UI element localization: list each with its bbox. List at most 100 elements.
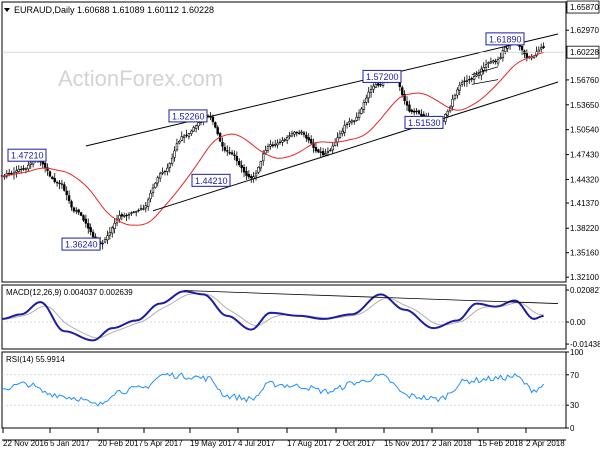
candle-body xyxy=(290,133,294,137)
candle-body xyxy=(139,208,143,210)
candle-body xyxy=(501,50,505,59)
candle-body xyxy=(259,161,263,169)
candle-body xyxy=(542,46,545,48)
candle-body xyxy=(77,209,80,213)
candle-body xyxy=(477,73,481,76)
candle-body xyxy=(540,47,543,50)
candle-body xyxy=(135,211,138,213)
candle-body xyxy=(70,201,73,208)
candle-body xyxy=(123,215,126,217)
candle-body xyxy=(58,182,61,184)
candle-body xyxy=(398,82,402,87)
candle-body xyxy=(166,167,169,172)
macd-line xyxy=(1,290,544,342)
time-axis-label: 5 Jan 2017 xyxy=(50,439,90,448)
candle-body xyxy=(211,116,215,122)
candle-body xyxy=(271,144,275,147)
candle-body xyxy=(103,239,107,243)
candle-body xyxy=(108,232,112,236)
candle-body xyxy=(309,138,313,144)
lower-channel-line xyxy=(152,81,559,212)
time-axis-label: 2 Apr 2018 xyxy=(526,439,565,448)
price-axis-label: 1.50540 xyxy=(570,126,599,135)
candle-body xyxy=(146,199,150,207)
candle-body xyxy=(317,149,320,153)
candle-body xyxy=(87,223,90,229)
candle-body xyxy=(175,143,179,151)
candle-body xyxy=(463,80,466,82)
time-axis-label: 19 May 2017 xyxy=(190,439,237,448)
candle-body xyxy=(194,125,198,129)
candle-body xyxy=(504,46,507,52)
candle-body xyxy=(422,114,425,117)
price-axis-label: 1.60228 xyxy=(570,48,599,57)
candle-body xyxy=(158,173,162,179)
candle-body xyxy=(314,147,318,152)
candle-body xyxy=(468,78,471,81)
price-axis-label: 1.62970 xyxy=(570,26,599,35)
candle-body xyxy=(300,131,303,134)
candle-body xyxy=(341,130,344,134)
time-axis-label: 15 Nov 2017 xyxy=(384,439,430,448)
macd-signal-line xyxy=(1,293,544,339)
candle-body xyxy=(130,212,133,214)
macd-panel-frame xyxy=(1,284,567,350)
candle-body xyxy=(305,134,308,139)
price-axis-label: 1.65870 xyxy=(570,3,599,12)
price-annotation-label: 1.61890 xyxy=(489,34,522,44)
candle-body xyxy=(101,242,104,245)
candle-body xyxy=(221,142,224,147)
candle-body xyxy=(343,125,346,133)
candle-body xyxy=(24,168,28,170)
candle-body xyxy=(324,153,327,156)
candle-body xyxy=(496,59,500,64)
price-annotation-box xyxy=(7,148,47,162)
price-axis-label: 1.53650 xyxy=(570,101,599,110)
macd-axis-label: 0.020827 xyxy=(570,286,600,295)
candle-body xyxy=(403,93,406,102)
candle-body xyxy=(91,231,95,238)
candle-body xyxy=(266,146,270,151)
price-annotation-label: 1.52260 xyxy=(172,111,205,121)
candle-body xyxy=(276,142,279,146)
candle-body xyxy=(142,208,145,210)
candle-body xyxy=(362,102,366,110)
candle-body xyxy=(331,145,334,151)
macd-axis-label: 0.00 xyxy=(570,318,586,327)
candle-body xyxy=(257,166,260,173)
candle-body xyxy=(319,151,322,153)
candle-body xyxy=(372,85,375,90)
candle-body xyxy=(484,64,488,68)
candle-body xyxy=(518,44,521,47)
rsi-axis-label: 0 xyxy=(570,424,575,433)
price-axis-label: 1.38220 xyxy=(570,224,599,233)
candle-body xyxy=(187,133,191,137)
candle-body xyxy=(151,187,155,193)
candle-body xyxy=(470,78,473,80)
candle-body xyxy=(379,84,382,86)
candle-body xyxy=(408,104,411,112)
candle-body xyxy=(288,135,291,137)
price-annotation-label: 1.44210 xyxy=(195,176,228,186)
candle-body xyxy=(43,162,47,169)
candle-body xyxy=(283,139,286,141)
candle-body xyxy=(307,137,310,141)
candle-body xyxy=(228,152,231,154)
price-header: EURAUD,Daily 1.60688 1.61089 1.60112 1.6… xyxy=(14,5,214,15)
rsi-axis-label: 100 xyxy=(570,348,584,357)
candle-body xyxy=(302,132,306,135)
candle-body xyxy=(79,212,83,216)
candle-body xyxy=(489,61,493,64)
candle-body xyxy=(185,134,188,137)
candle-body xyxy=(46,167,49,171)
candle-body xyxy=(413,110,416,113)
candle-body xyxy=(72,207,76,212)
candle-body xyxy=(295,132,298,134)
candle-body xyxy=(367,91,370,99)
candle-body xyxy=(29,162,32,165)
candle-body xyxy=(415,110,418,112)
candle-body xyxy=(293,131,296,135)
candle-body xyxy=(458,84,461,91)
candle-body xyxy=(223,147,227,151)
